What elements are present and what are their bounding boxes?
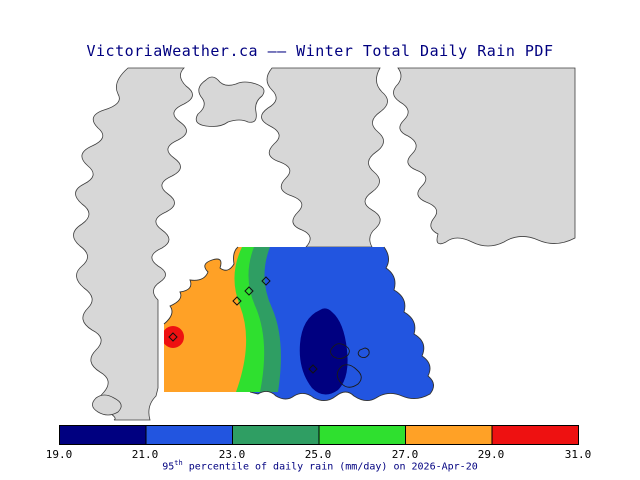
caption-rest: percentile of daily rain (mm/day) on 202…	[182, 461, 478, 473]
colorbar-tick-label: 19.0	[45, 448, 73, 461]
landmass-east	[393, 67, 576, 247]
colorbar-tick-labels: 19.0 21.0 23.0 25.0 27.0 29.0 31.0	[0, 448, 640, 461]
colorbar-tick-label: 23.0	[218, 448, 246, 461]
contour-band-orange	[164, 247, 247, 392]
caption-superscript: th	[174, 459, 183, 467]
colorbar-tick-label: 21.0	[131, 448, 159, 461]
station-marker-diamond	[232, 296, 242, 306]
coastline-east-south	[249, 246, 434, 401]
island-outline	[330, 343, 350, 360]
colorbar-tick-label: 25.0	[304, 448, 332, 461]
colorbar-segment	[491, 425, 579, 445]
island-outline	[336, 364, 362, 388]
station-marker-diamond	[168, 332, 178, 342]
colorbar	[59, 425, 579, 445]
peninsula-central	[261, 67, 388, 248]
colorbar-segment	[59, 425, 147, 445]
colorbar-segment	[145, 425, 233, 445]
island-north	[195, 76, 265, 127]
colorbar-segment	[405, 425, 493, 445]
caption-base: 95	[162, 461, 175, 473]
station-marker-diamond	[308, 364, 318, 374]
station-marker-diamond	[261, 276, 271, 286]
contour-max-red-spot	[164, 326, 184, 348]
contour-low-navy	[299, 308, 348, 395]
island-outline	[357, 347, 370, 359]
colorbar-segment	[232, 425, 320, 445]
landmass-west	[73, 67, 193, 421]
station-marker-diamond	[244, 286, 254, 296]
colorbar-tick-label: 31.0	[564, 448, 592, 461]
page-title: VictoriaWeather.ca —— Winter Total Daily…	[86, 42, 554, 60]
colorbar-tick-label: 27.0	[391, 448, 419, 461]
island-southwest	[92, 394, 122, 416]
colorbar-tick-label: 29.0	[477, 448, 505, 461]
colorbar-segment	[318, 425, 406, 445]
coastline-northwest	[163, 246, 239, 325]
caption: 95th percentile of daily rain (mm/day) o…	[0, 459, 640, 472]
